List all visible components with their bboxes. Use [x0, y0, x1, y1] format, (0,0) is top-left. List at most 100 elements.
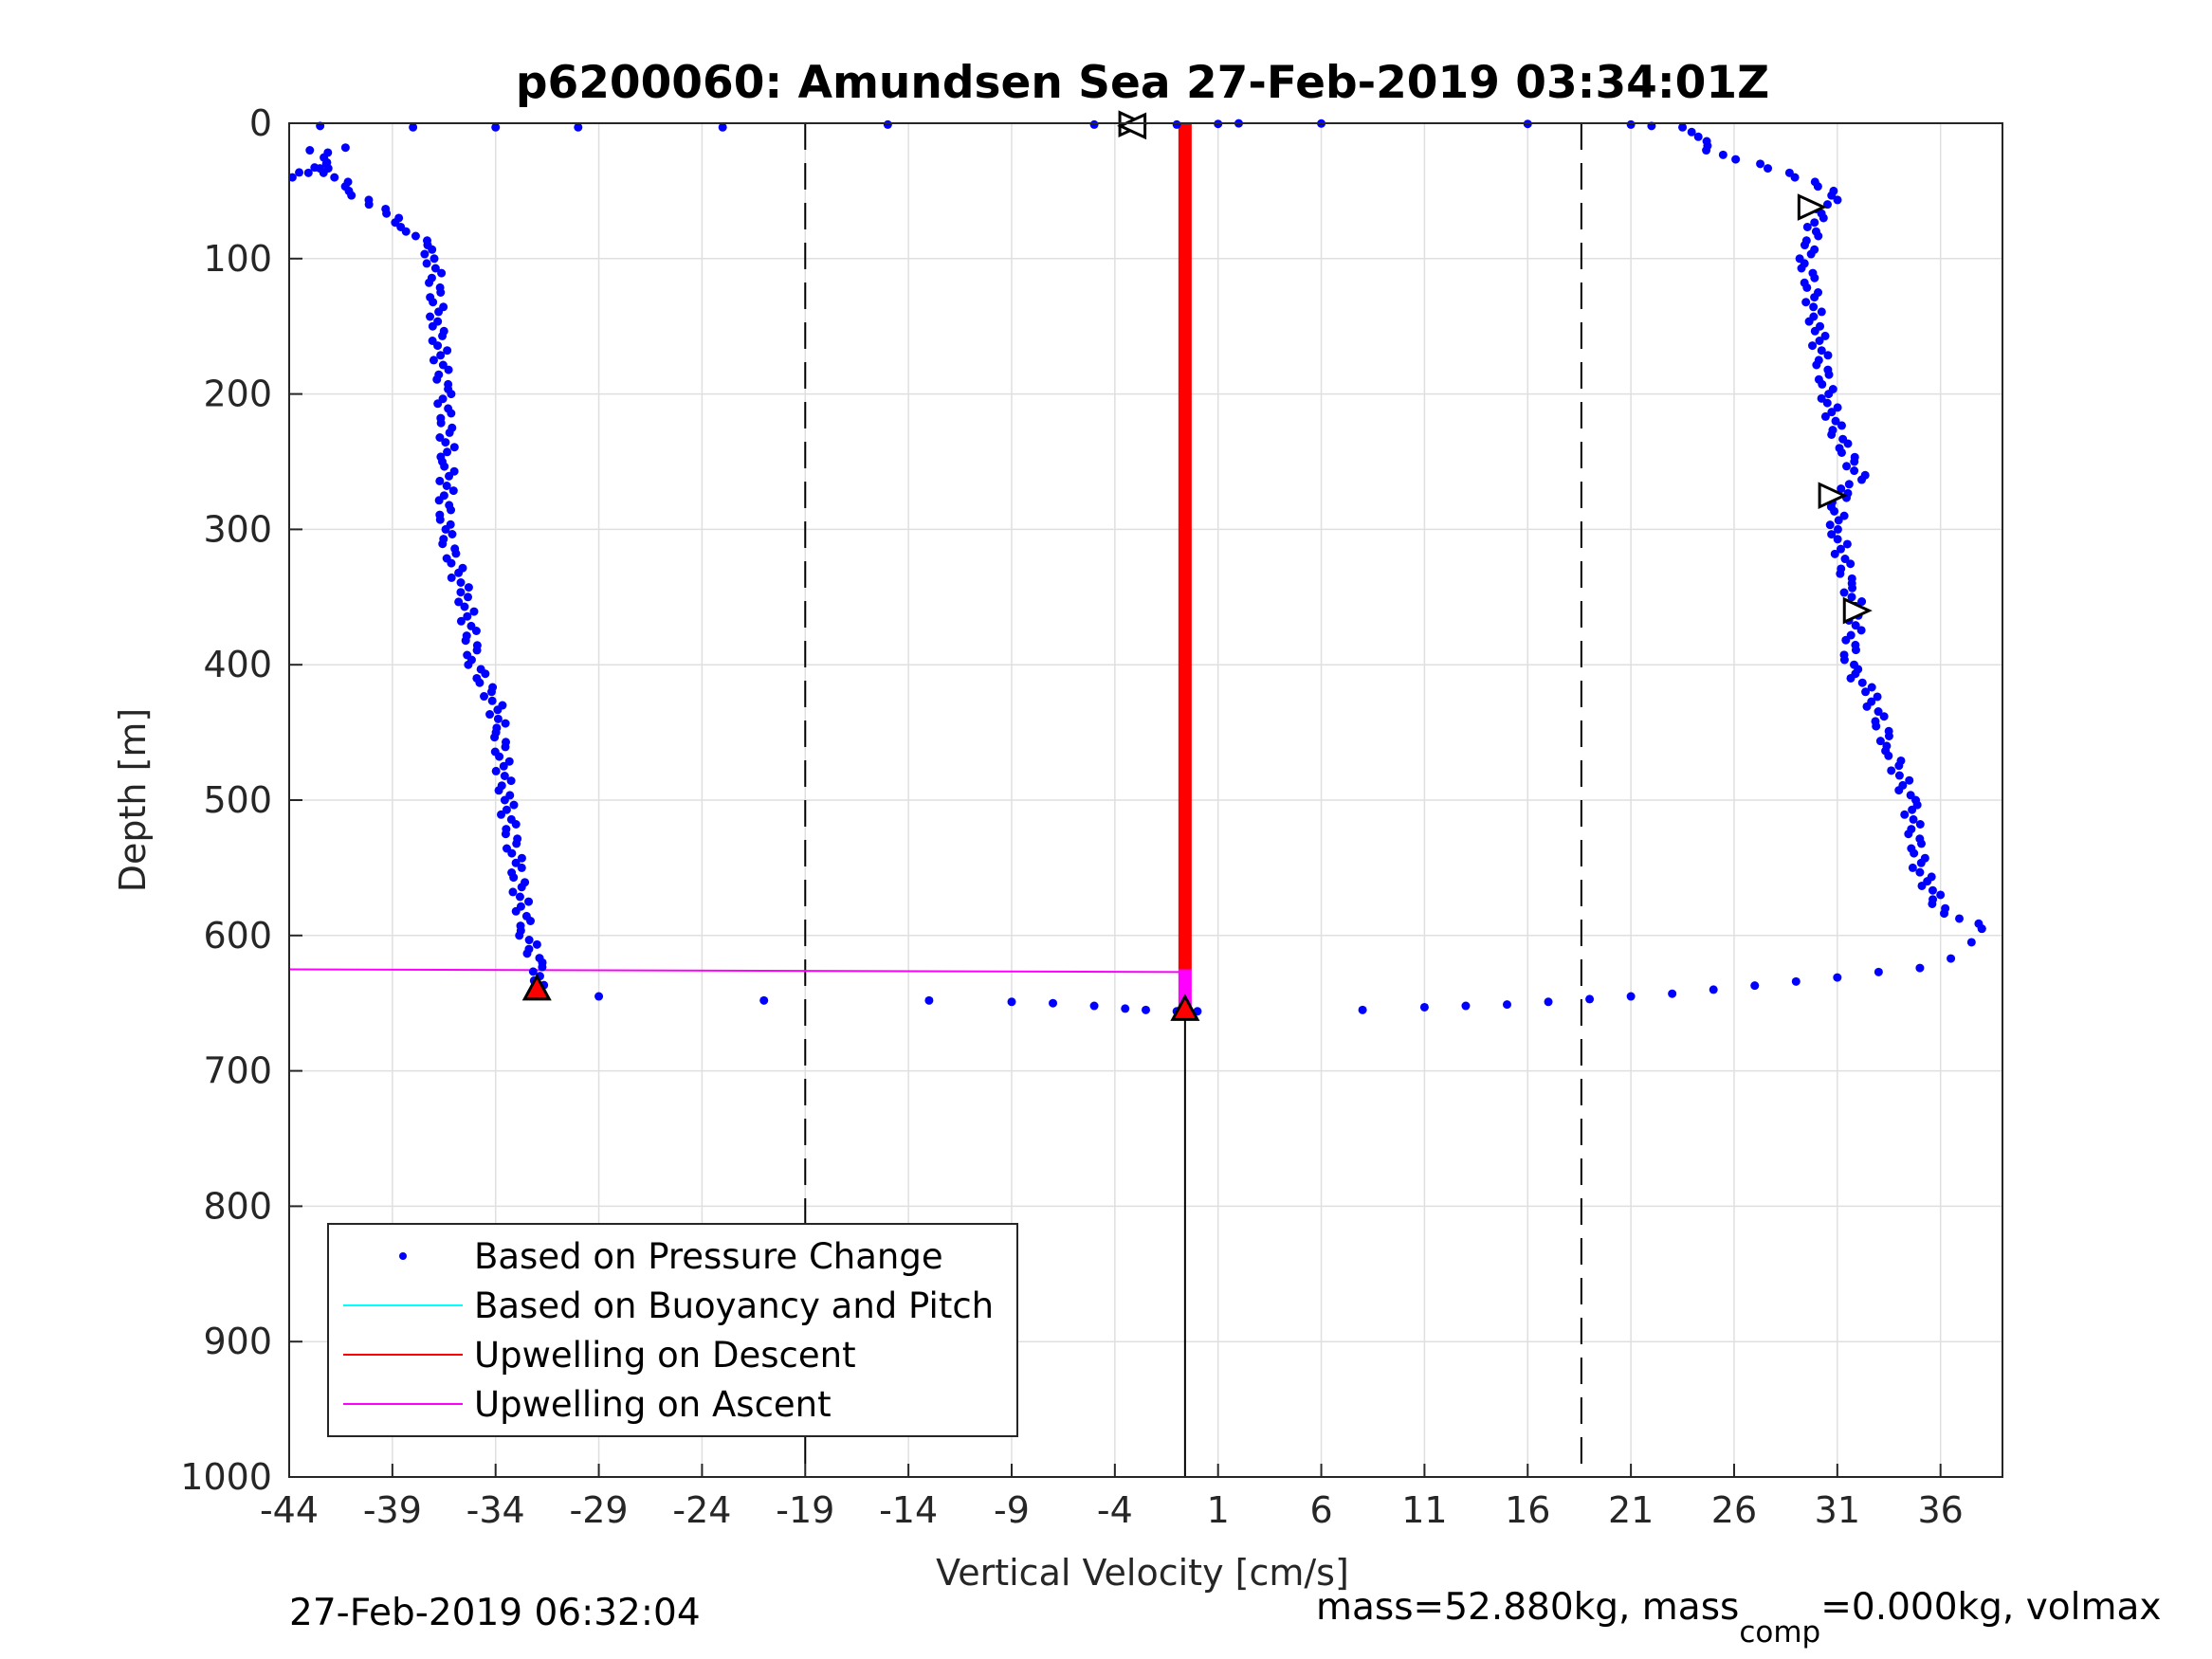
- pressure-change-point: [1857, 678, 1867, 687]
- pressure-change-point: [443, 346, 452, 356]
- pressure-change-point: [500, 795, 509, 805]
- pressure-change-point: [1873, 692, 1882, 702]
- pressure-change-point: [456, 616, 466, 626]
- pressure-change-point: [1835, 444, 1844, 453]
- pressure-change-point: [1172, 119, 1181, 129]
- x-tick-label: -19: [776, 1489, 834, 1531]
- ticks-layer: -44 -39 -34 -29 -24 -19 -14 -9 -4 1 6 11 16 21 26 31 360…: [180, 102, 1964, 1531]
- pressure-change-point: [1833, 195, 1842, 205]
- pressure-change-point: [464, 660, 473, 669]
- x-tick-label: -29: [570, 1489, 629, 1531]
- pressure-change-point: [1927, 872, 1936, 882]
- pressure-change-point: [456, 578, 466, 587]
- pressure-change-point: [1764, 164, 1773, 173]
- pressure-change-point: [522, 949, 532, 958]
- y-tick-label: 0: [249, 102, 272, 144]
- pressure-change-point: [1089, 119, 1099, 129]
- pressure-change-point: [1900, 810, 1910, 819]
- pressure-change-point: [1709, 985, 1718, 994]
- pressure-change-point: [1810, 218, 1819, 228]
- pressure-change-point: [1955, 914, 1965, 923]
- pressure-change-point: [515, 892, 524, 902]
- pressure-change-point: [1856, 626, 1866, 635]
- pressure-change-point: [1907, 844, 1916, 853]
- pressure-change-point: [509, 873, 519, 883]
- chart-title: p6200060: Amundsen Sea 27-Feb-2019 03:34…: [516, 57, 1769, 109]
- pressure-change-point: [1811, 227, 1820, 236]
- pressure-change-point: [1905, 775, 1914, 785]
- pressure-change-point: [442, 482, 451, 490]
- pressure-change-point: [475, 678, 484, 687]
- pressure-change-point: [1915, 820, 1925, 829]
- pressure-change-point: [1816, 321, 1825, 331]
- x-tick-label: -34: [466, 1489, 525, 1531]
- pressure-change-point: [463, 611, 472, 621]
- pressure-change-point: [507, 848, 517, 858]
- pressure-change-point: [1833, 524, 1842, 534]
- pressure-change-point: [532, 939, 541, 949]
- pressure-change-point: [517, 883, 526, 892]
- pressure-change-point: [1908, 863, 1917, 872]
- pressure-change-point: [1929, 895, 1938, 904]
- pressure-change-point: [1802, 222, 1812, 231]
- pressure-change-point: [1702, 137, 1711, 146]
- footer-mass-part1: mass=52.880kg, mass: [1316, 1586, 1739, 1629]
- profile-marker: [1117, 112, 1147, 140]
- x-tick-label: 11: [1401, 1489, 1447, 1531]
- pressure-change-point: [1731, 155, 1741, 164]
- pressure-change-point: [504, 757, 514, 766]
- pressure-change-point: [436, 288, 446, 297]
- pressure-change-point: [1820, 331, 1830, 340]
- pressure-change-point: [464, 583, 473, 592]
- pressure-change-point: [472, 646, 482, 655]
- x-tick-label: -9: [994, 1489, 1030, 1531]
- pressure-change-point: [1915, 834, 1925, 844]
- pressure-change-point: [433, 399, 443, 409]
- pressure-change-point: [501, 830, 510, 839]
- pressure-change-point: [1966, 938, 1976, 947]
- pressure-change-point: [436, 351, 446, 360]
- pressure-change-point: [511, 858, 521, 867]
- pressure-change-point: [443, 447, 452, 457]
- pressure-change-point: [438, 331, 448, 340]
- pressure-change-point: [491, 766, 501, 775]
- pressure-change-point: [493, 705, 503, 715]
- pressure-change-point: [1121, 1004, 1130, 1013]
- pressure-change-point: [430, 264, 440, 273]
- pressure-change-point: [1906, 791, 1915, 800]
- x-tick-label: 6: [1309, 1489, 1332, 1531]
- pressure-change-point: [485, 710, 495, 720]
- pressure-change-point: [511, 906, 521, 916]
- pressure-change-point: [1850, 660, 1859, 669]
- legend-label-buoyancy: Based on Buoyancy and Pitch: [474, 1285, 994, 1326]
- pressure-change-point: [1833, 535, 1842, 544]
- pressure-change-point: [1847, 574, 1856, 583]
- pressure-change-point: [511, 820, 521, 829]
- pressure-change-point: [1750, 981, 1760, 991]
- pressure-change-point: [441, 438, 450, 447]
- pressure-change-point: [500, 772, 509, 780]
- y-tick-label: 1000: [180, 1456, 272, 1498]
- pressure-change-point: [1837, 484, 1846, 494]
- pressure-change-point: [1941, 903, 1950, 913]
- pressure-change-point: [1828, 385, 1837, 393]
- pressure-change-point: [1814, 374, 1823, 384]
- pressure-change-point: [508, 887, 518, 897]
- pressure-change-point: [438, 539, 448, 549]
- pressure-change-point: [447, 558, 456, 568]
- pressure-change-point: [437, 268, 447, 278]
- pressure-change-point: [1817, 393, 1826, 403]
- pressure-change-point: [480, 692, 489, 702]
- pressure-change-point: [517, 853, 526, 863]
- pressure-change-point: [1822, 398, 1832, 408]
- y-tick-label: 700: [203, 1050, 272, 1092]
- x-tick-label: 21: [1608, 1489, 1654, 1531]
- pressure-change-point: [1693, 132, 1703, 141]
- pressure-change-point: [1874, 707, 1883, 717]
- pressure-change-point: [428, 321, 437, 331]
- pressure-change-point: [434, 307, 444, 317]
- pressure-change-point: [295, 168, 304, 177]
- x-tick-label: 1: [1207, 1489, 1230, 1531]
- pressure-change-point: [1850, 466, 1859, 476]
- pressure-change-point: [495, 752, 504, 761]
